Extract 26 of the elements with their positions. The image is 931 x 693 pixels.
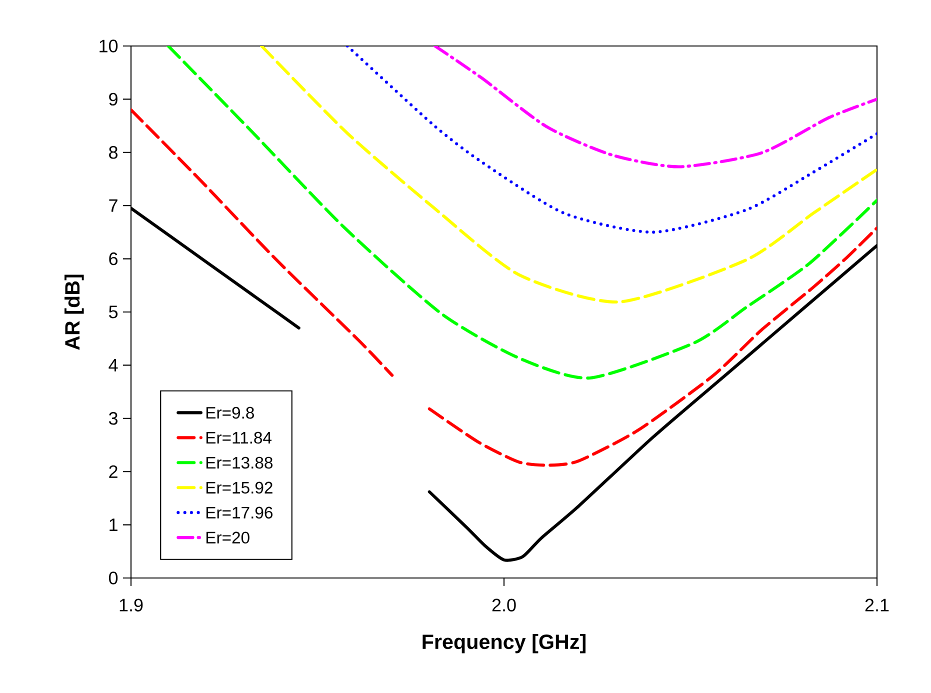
y-tick-label: 6 [109, 252, 118, 266]
line-series [260, 46, 878, 304]
x-tick-label: 2.0 [492, 598, 516, 612]
y-axis-title: AR [dB] [64, 274, 84, 350]
y-tick-label: 5 [108, 306, 118, 318]
y-tick-label: 2 [109, 465, 118, 478]
y-tick-label: 10 [100, 40, 118, 52]
y-tick-label: 9 [109, 92, 118, 106]
legend-label: Er=11.84 [206, 432, 272, 444]
x-tick-label: 2.1 [865, 598, 889, 612]
legend-label: Er=15.92 [206, 482, 272, 494]
y-tick-label: 4 [108, 359, 118, 372]
x-tick-label: 1.9 [120, 598, 143, 612]
line-series [433, 46, 878, 168]
line-series [346, 46, 878, 234]
x-axis-title: Frequency [GHz] [422, 634, 586, 654]
y-tick-label: 8 [109, 146, 118, 159]
y-tick-label: 3 [108, 412, 118, 425]
y-tick-label: 1 [110, 518, 118, 531]
legend-label: Er=13.88 [206, 456, 273, 469]
y-tick-label: 0 [108, 572, 118, 584]
line-series [166, 46, 878, 380]
legend-label: Er=9.8 [206, 406, 254, 419]
legend-label: Er=17.96 [206, 506, 272, 519]
y-tick-label: 7 [109, 199, 118, 212]
legend-label: Er=20 [206, 532, 250, 544]
